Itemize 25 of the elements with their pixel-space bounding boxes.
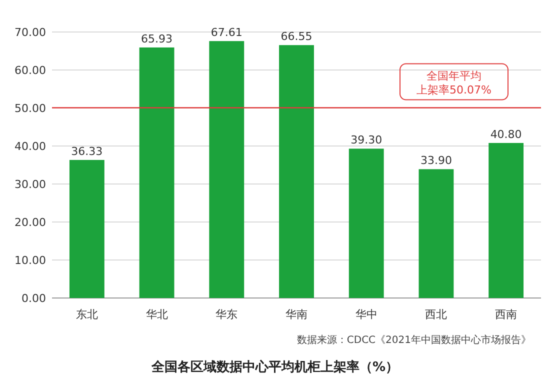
data-label: 36.33: [71, 144, 103, 158]
y-tick-label: 30.00: [14, 178, 46, 191]
x-tick-label: 华南: [286, 308, 308, 321]
data-label: 65.93: [141, 32, 173, 46]
data-label: 40.80: [490, 128, 522, 141]
y-tick-label: 0.00: [22, 292, 46, 305]
ref-line-label: 全国年平均上架率50.07%: [416, 70, 492, 97]
x-tick-label: 东北: [76, 308, 98, 321]
source-note: 数据来源：CDCC《2021年中国数据中心市场报告》: [296, 334, 531, 346]
x-tick-label: 西南: [495, 308, 518, 321]
x-tick-label: 华东: [216, 308, 238, 321]
data-label: 39.30: [350, 134, 382, 147]
x-tick-label: 华中: [355, 308, 378, 321]
data-label: 67.61: [210, 26, 242, 40]
data-label: 66.55: [280, 30, 312, 44]
x-tick-label: 西北: [425, 308, 448, 321]
y-tick-label: 50.00: [14, 102, 46, 115]
y-tick-label: 40.00: [14, 140, 46, 153]
y-tick-label: 60.00: [14, 64, 46, 77]
x-tick-label: 华北: [146, 308, 168, 321]
data-label: 33.90: [420, 154, 452, 168]
y-tick-label: 20.00: [14, 216, 46, 229]
text: 全国各区域数据中心平均机柜上架率（%）: [150, 359, 399, 375]
y-tick-label: 10.00: [14, 254, 46, 267]
y-tick-label: 70.00: [14, 26, 46, 39]
